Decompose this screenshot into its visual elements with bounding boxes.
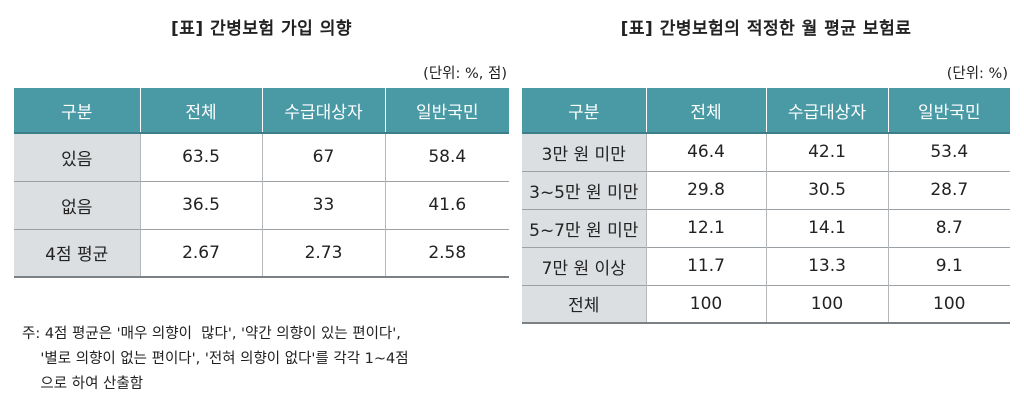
header-total: 전체	[646, 88, 767, 134]
header-category: 구분	[14, 88, 141, 134]
table-row: 있음 63.5 67 58.4	[14, 132, 509, 181]
header-total: 전체	[140, 88, 263, 134]
table-header-row: 구분 전체 수급대상자 일반국민	[14, 88, 509, 134]
intent-table: 구분 전체 수급대상자 일반국민 있음 63.5 67 58.4 없음 36.5…	[14, 88, 509, 278]
header-recipients: 수급대상자	[766, 88, 889, 134]
table-cell: 29.8	[645, 170, 766, 209]
table-row: 전체 100 100 100	[522, 284, 1010, 324]
intent-table-title: [표] 간병보험 가입 의향	[170, 19, 353, 39]
intent-table-unit: (단위: %, 점)	[423, 66, 507, 82]
table-cell: 67	[261, 132, 385, 181]
table-row: 3만 원 미만 46.4 42.1 53.4	[522, 132, 1010, 171]
footnote-line: '별로 의향이 없는 편이다', '전혀 의향이 없다'를 각각 1~4점	[22, 351, 409, 367]
row-label: 5~7만 원 미만	[522, 208, 646, 247]
table-row: 5~7만 원 미만 12.1 14.1 8.7	[522, 208, 1010, 247]
table-cell: 14.1	[765, 208, 888, 247]
table-cell: 28.7	[887, 170, 1010, 209]
row-label: 없음	[14, 180, 140, 229]
table-header-row: 구분 전체 수급대상자 일반국민	[522, 88, 1010, 134]
table-cell: 36.5	[139, 180, 262, 229]
row-label: 전체	[522, 284, 646, 324]
header-general-public: 일반국민	[888, 88, 1010, 134]
table-row: 7만 원 이상 11.7 13.3 9.1	[522, 246, 1010, 285]
table-cell: 30.5	[765, 170, 888, 209]
table-cell: 42.1	[765, 132, 888, 171]
footnote-line: 주: 4점 평균은 '매우 의향이 많다', '약간 의향이 있는 편이다',	[22, 326, 401, 342]
table-cell: 9.1	[887, 246, 1010, 285]
table-cell: 53.4	[887, 132, 1010, 171]
row-label: 4점 평균	[14, 228, 140, 278]
premium-table: 구분 전체 수급대상자 일반국민 3만 원 미만 46.4 42.1 53.4 …	[522, 88, 1010, 324]
row-label: 7만 원 이상	[522, 246, 646, 285]
footnote-line: 으로 하여 산출함	[22, 376, 144, 392]
table-cell: 63.5	[139, 132, 262, 181]
table-cell: 2.67	[139, 228, 262, 278]
table-row: 3~5만 원 미만 29.8 30.5 28.7	[522, 170, 1010, 209]
table-cell: 11.7	[645, 246, 766, 285]
table-cell: 2.58	[384, 228, 509, 278]
row-label: 3~5만 원 미만	[522, 170, 646, 209]
header-general-public: 일반국민	[385, 88, 509, 134]
table-cell: 58.4	[384, 132, 509, 181]
table-cell: 2.73	[261, 228, 385, 278]
table-cell: 46.4	[645, 132, 766, 171]
row-label: 3만 원 미만	[522, 132, 646, 171]
header-category: 구분	[522, 88, 647, 134]
header-recipients: 수급대상자	[262, 88, 386, 134]
premium-table-title: [표] 간병보험의 적정한 월 평균 보험료	[620, 19, 912, 39]
table-cell: 100	[887, 284, 1010, 324]
table-cell: 12.1	[645, 208, 766, 247]
table-row: 4점 평균 2.67 2.73 2.58	[14, 228, 509, 278]
table-cell: 13.3	[765, 246, 888, 285]
row-label: 있음	[14, 132, 140, 181]
table-cell: 100	[645, 284, 766, 324]
table-cell: 100	[765, 284, 888, 324]
table-row: 없음 36.5 33 41.6	[14, 180, 509, 229]
premium-table-unit: (단위: %)	[946, 66, 1008, 82]
table-cell: 33	[261, 180, 385, 229]
table-cell: 8.7	[887, 208, 1010, 247]
table-cell: 41.6	[384, 180, 509, 229]
footnote: 주: 4점 평균은 '매우 의향이 많다', '약간 의향이 있는 편이다', …	[22, 322, 512, 397]
